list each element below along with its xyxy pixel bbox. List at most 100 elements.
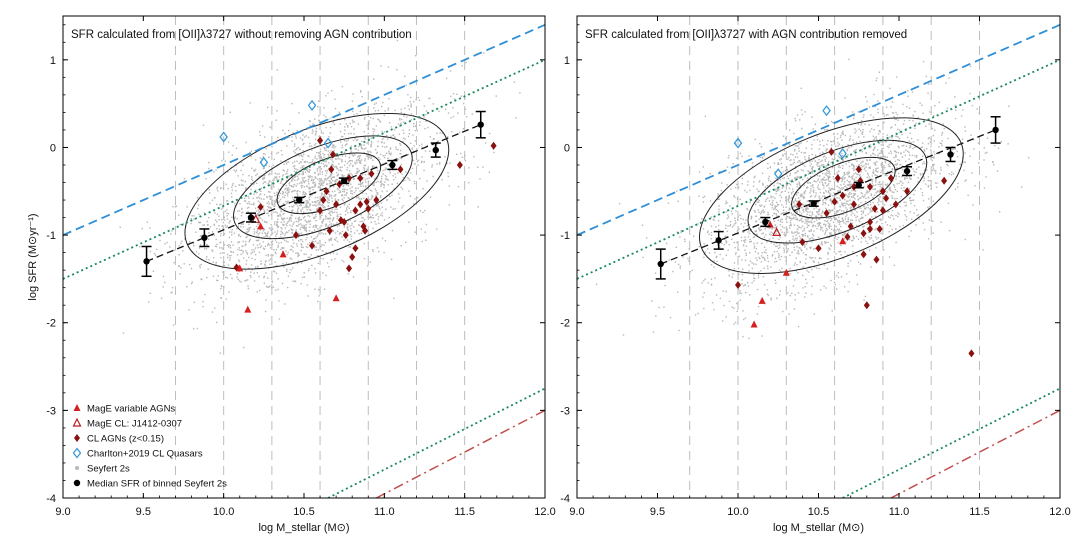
seyfert-2-point — [781, 167, 782, 168]
seyfert-2-point — [802, 179, 803, 180]
seyfert-2-point — [831, 218, 832, 219]
seyfert-2-point — [430, 196, 431, 197]
seyfert-2-point — [866, 224, 867, 225]
seyfert-2-point — [764, 268, 765, 269]
seyfert-2-point — [425, 240, 426, 241]
seyfert-2-point — [373, 131, 374, 132]
seyfert-2-point — [284, 133, 285, 134]
seyfert-2-point — [896, 198, 897, 199]
seyfert-2-point — [914, 212, 915, 213]
seyfert-2-point — [749, 294, 750, 295]
seyfert-2-point — [914, 162, 915, 163]
seyfert-2-point — [350, 234, 351, 235]
seyfert-2-point — [382, 146, 383, 147]
seyfert-2-point — [191, 268, 192, 269]
seyfert-2-point — [930, 185, 931, 186]
seyfert-2-point — [229, 237, 230, 238]
seyfert-2-point — [246, 260, 247, 261]
seyfert-2-point — [230, 112, 231, 113]
seyfert-2-point — [909, 178, 910, 179]
seyfert-2-point — [798, 197, 799, 198]
seyfert-2-point — [814, 221, 815, 222]
seyfert-2-point — [924, 178, 925, 179]
seyfert-2-point — [303, 143, 304, 144]
seyfert-2-point — [841, 202, 842, 203]
seyfert-2-point — [300, 239, 301, 240]
seyfert-2-point — [337, 225, 338, 226]
seyfert-2-point — [359, 156, 360, 157]
seyfert-2-point — [345, 155, 346, 156]
seyfert-2-point — [721, 182, 722, 183]
seyfert-2-point — [309, 143, 310, 144]
seyfert-2-point — [399, 118, 400, 119]
seyfert-2-point — [224, 252, 225, 253]
seyfert-2-point — [321, 168, 322, 169]
seyfert-2-point — [921, 147, 922, 148]
seyfert-2-point — [760, 206, 761, 207]
seyfert-2-point — [378, 119, 379, 120]
seyfert-2-point — [226, 215, 227, 216]
seyfert-2-point — [371, 137, 372, 138]
seyfert-2-point — [873, 139, 874, 140]
seyfert-2-point — [933, 157, 934, 158]
seyfert-2-point — [798, 150, 799, 151]
seyfert-2-point — [960, 164, 961, 165]
seyfert-2-point — [865, 198, 866, 199]
seyfert-2-point — [364, 138, 365, 139]
seyfert-2-point — [336, 237, 337, 238]
seyfert-2-point — [229, 259, 230, 260]
seyfert-2-point — [207, 221, 208, 222]
seyfert-2-point — [258, 216, 259, 217]
seyfert-2-point — [804, 230, 805, 231]
seyfert-2-point — [412, 134, 413, 135]
seyfert-2-point — [232, 244, 233, 245]
seyfert-2-point — [316, 225, 317, 226]
seyfert-2-point — [149, 227, 150, 228]
seyfert-2-point — [753, 185, 754, 186]
seyfert-2-point — [855, 130, 856, 131]
seyfert-2-point — [373, 217, 374, 218]
seyfert-2-point — [274, 221, 275, 222]
seyfert-2-point — [321, 246, 322, 247]
seyfert-2-point — [303, 181, 304, 182]
seyfert-2-point — [723, 290, 724, 291]
seyfert-2-point — [754, 236, 755, 237]
seyfert-2-point — [276, 273, 277, 274]
seyfert-2-point — [828, 161, 829, 162]
seyfert-2-point — [932, 166, 933, 167]
seyfert-2-point — [806, 248, 807, 249]
seyfert-2-point — [372, 214, 373, 215]
seyfert-2-point — [750, 261, 751, 262]
seyfert-2-point — [891, 153, 892, 154]
seyfert-2-point — [419, 178, 420, 179]
seyfert-2-point — [461, 65, 462, 66]
seyfert-2-point — [745, 292, 746, 293]
seyfert-2-point — [302, 165, 303, 166]
seyfert-2-point — [733, 307, 734, 308]
seyfert-2-point — [890, 151, 891, 152]
seyfert-2-point — [267, 206, 268, 207]
seyfert-2-point — [311, 176, 312, 177]
seyfert-2-point — [287, 169, 288, 170]
seyfert-2-point — [743, 285, 744, 286]
seyfert-2-point — [799, 160, 800, 161]
seyfert-2-point — [747, 225, 748, 226]
seyfert-2-point — [778, 183, 779, 184]
seyfert-2-point — [909, 154, 910, 155]
seyfert-2-point — [390, 206, 391, 207]
seyfert-2-point — [956, 151, 957, 152]
seyfert-2-point — [933, 151, 934, 152]
seyfert-2-point — [726, 241, 727, 242]
seyfert-2-point — [315, 134, 316, 135]
seyfert-2-point — [895, 228, 896, 229]
seyfert-2-point — [304, 177, 305, 178]
seyfert-2-point — [789, 216, 790, 217]
seyfert-2-point — [793, 163, 794, 164]
seyfert-2-point — [394, 173, 395, 174]
seyfert-2-point — [242, 185, 243, 186]
seyfert-2-point — [836, 211, 837, 212]
seyfert-2-point — [761, 255, 762, 256]
seyfert-2-point — [279, 318, 280, 319]
seyfert-2-point — [361, 96, 362, 97]
seyfert-2-point — [705, 252, 706, 253]
